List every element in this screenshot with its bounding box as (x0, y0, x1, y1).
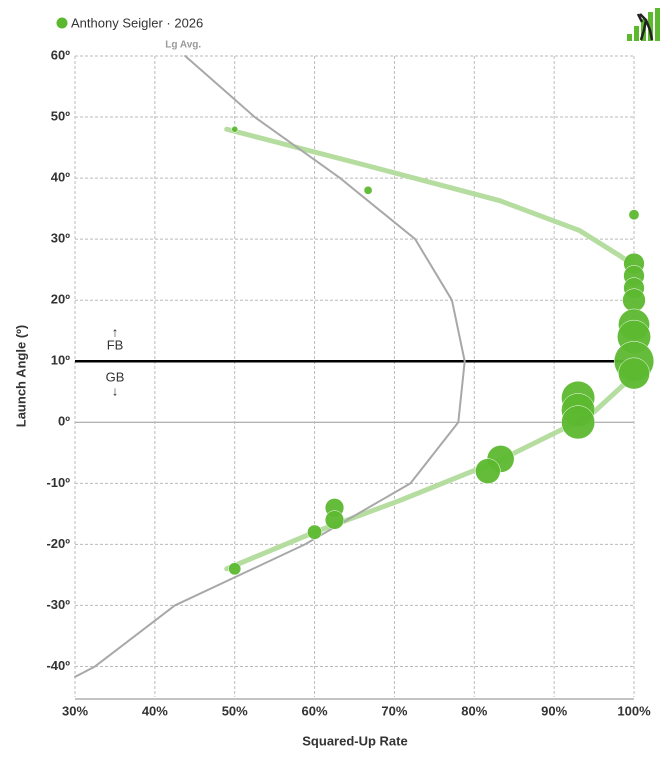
trend-line (224, 126, 637, 572)
bubble (475, 458, 501, 484)
y-tick-label: 50º (51, 108, 70, 123)
x-axis-label: Squared-Up Rate (302, 733, 407, 748)
legend-dot (56, 17, 68, 29)
x-tick-label: 50% (222, 703, 248, 718)
bubble (561, 405, 596, 440)
y-tick-label: 40º (51, 170, 70, 185)
y-tick-label: -10º (46, 475, 70, 490)
league-average-line (74, 55, 466, 678)
y-tick-label: 30º (51, 231, 70, 246)
fb-label: FB (107, 338, 124, 353)
y-axis-label: Launch Angle (º) (13, 325, 28, 427)
bubble (324, 510, 345, 530)
bubble (363, 185, 373, 195)
x-tick-label: 100% (617, 703, 651, 718)
x-tick-label: 40% (142, 703, 168, 718)
y-tick-label: 10º (51, 353, 70, 368)
y-tick-label: -40º (46, 658, 70, 673)
x-tick-label: 70% (381, 703, 407, 718)
x-tick-label: 90% (541, 703, 567, 718)
y-tick-label: -20º (46, 536, 70, 551)
arrow-up: ↑ (112, 325, 119, 340)
league-average-label: Lg Avg. (165, 40, 201, 51)
y-tick-label: 0º (58, 414, 70, 429)
y-tick-label: 60º (51, 47, 70, 62)
bubble (307, 524, 323, 540)
arrow-down: ↓ (112, 384, 119, 399)
bubble (618, 357, 650, 390)
logo (627, 8, 660, 41)
x-tick-label: 80% (461, 703, 487, 718)
y-tick-label: 20º (51, 292, 70, 307)
legend-label: Anthony Seigler · 2026 (71, 15, 203, 30)
y-tick-label: -30º (46, 597, 70, 612)
x-tick-label: 60% (302, 703, 328, 718)
bubble (622, 288, 646, 312)
bubble (231, 125, 239, 133)
gb-label: GB (106, 370, 125, 385)
bubble (628, 209, 640, 221)
bubble (228, 562, 242, 576)
x-tick-label: 30% (62, 703, 88, 718)
